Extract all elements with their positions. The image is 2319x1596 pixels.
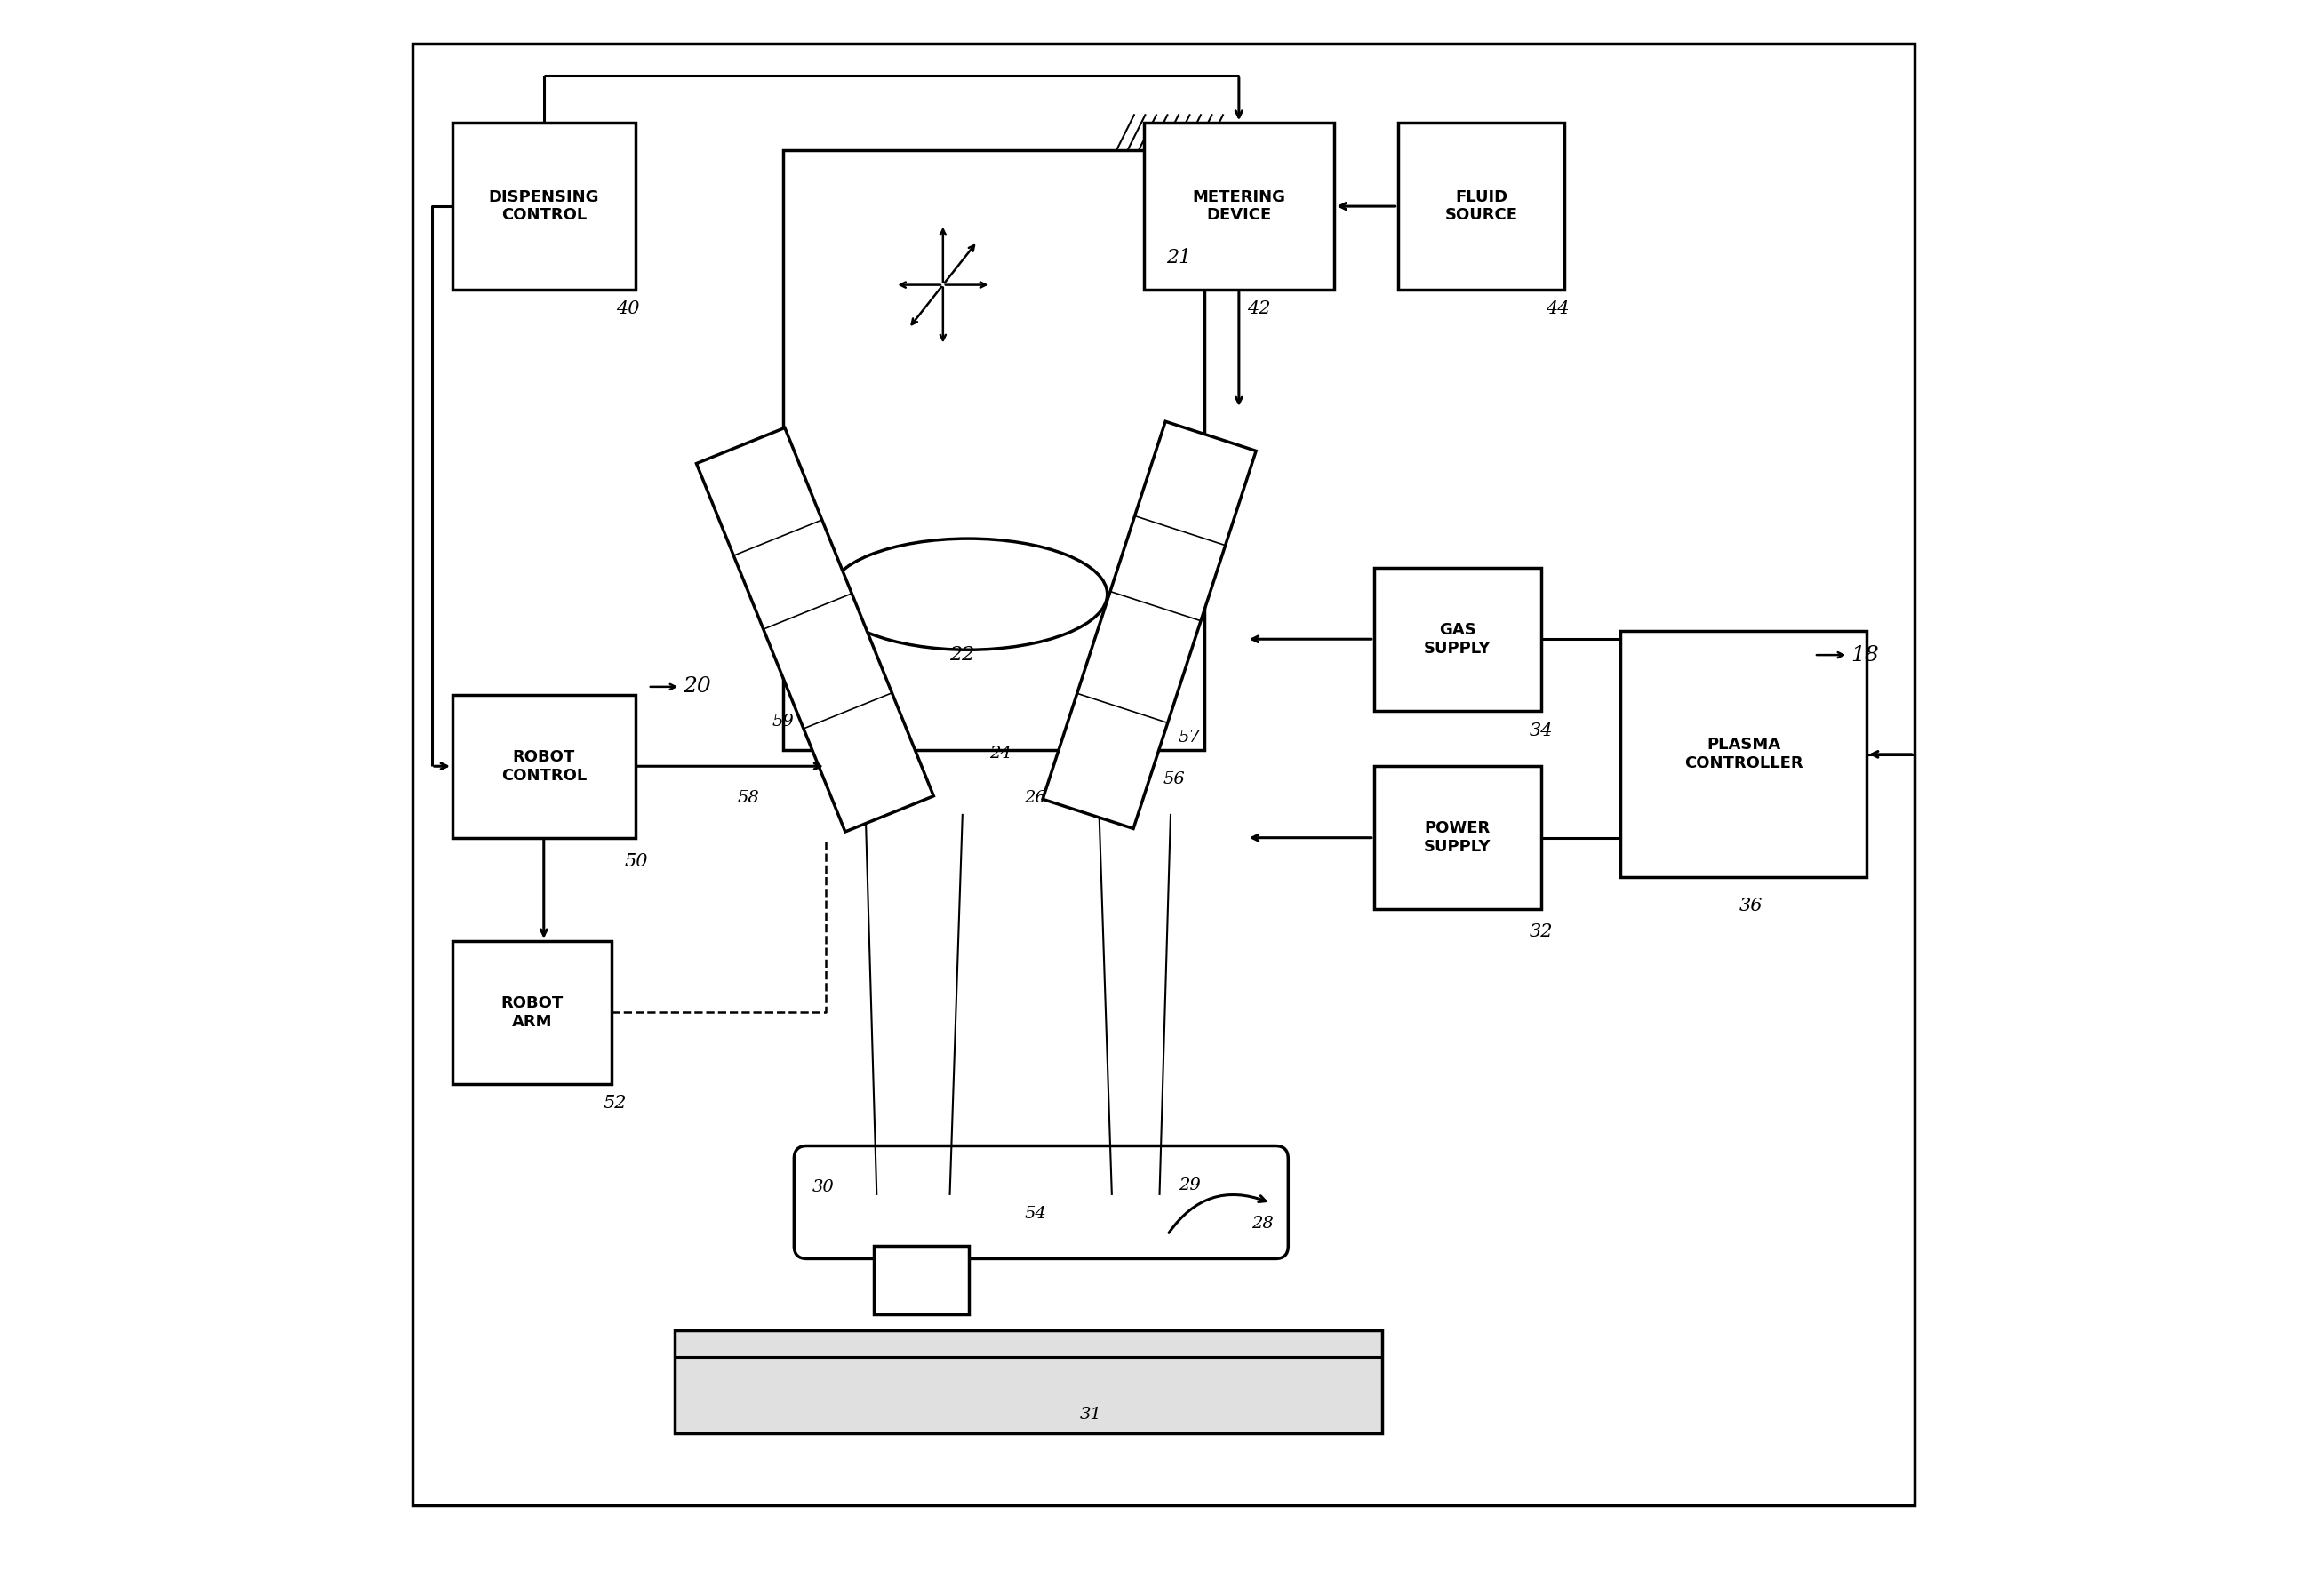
Text: 56: 56 [1162, 771, 1185, 787]
Ellipse shape [830, 538, 1106, 650]
Text: 34: 34 [1531, 723, 1554, 739]
Text: METERING
DEVICE: METERING DEVICE [1192, 188, 1285, 223]
FancyBboxPatch shape [1143, 123, 1333, 289]
Text: 36: 36 [1739, 897, 1762, 915]
FancyBboxPatch shape [452, 123, 635, 289]
Text: 30: 30 [812, 1179, 835, 1195]
FancyBboxPatch shape [452, 694, 635, 838]
Text: 18: 18 [1816, 645, 1878, 666]
Text: POWER
SUPPLY: POWER SUPPLY [1424, 820, 1491, 855]
Text: 26: 26 [1025, 790, 1046, 806]
Text: 59: 59 [772, 713, 793, 729]
Text: GAS
SUPPLY: GAS SUPPLY [1424, 622, 1491, 656]
Text: 32: 32 [1531, 922, 1554, 940]
Text: 58: 58 [737, 790, 758, 806]
Text: 44: 44 [1547, 300, 1570, 318]
Text: 52: 52 [603, 1095, 626, 1111]
FancyBboxPatch shape [1375, 766, 1540, 910]
Text: 57: 57 [1178, 729, 1201, 745]
Text: PLASMA
CONTROLLER: PLASMA CONTROLLER [1684, 737, 1802, 771]
Polygon shape [1044, 421, 1257, 828]
Text: 21: 21 [1166, 247, 1192, 268]
FancyBboxPatch shape [1375, 568, 1540, 710]
FancyBboxPatch shape [1621, 630, 1867, 878]
Text: ROBOT
ARM: ROBOT ARM [501, 996, 564, 1029]
FancyBboxPatch shape [1398, 123, 1565, 289]
Text: FLUID
SOURCE: FLUID SOURCE [1445, 188, 1517, 223]
FancyBboxPatch shape [874, 1246, 969, 1314]
Text: 29: 29 [1178, 1178, 1201, 1194]
Text: 50: 50 [624, 854, 647, 870]
FancyBboxPatch shape [793, 1146, 1289, 1259]
Text: 54: 54 [1025, 1207, 1046, 1223]
Text: 22: 22 [951, 645, 974, 666]
Text: 20: 20 [649, 677, 712, 697]
Polygon shape [696, 428, 935, 832]
Text: 24: 24 [990, 745, 1011, 761]
Text: ROBOT
CONTROL: ROBOT CONTROL [501, 749, 587, 784]
FancyBboxPatch shape [675, 1329, 1382, 1433]
Text: 28: 28 [1252, 1216, 1273, 1232]
FancyBboxPatch shape [452, 942, 612, 1084]
Text: 40: 40 [617, 300, 640, 318]
Text: DISPENSING
CONTROL: DISPENSING CONTROL [489, 188, 598, 223]
Text: 42: 42 [1248, 300, 1271, 318]
Text: 31: 31 [1081, 1406, 1102, 1422]
